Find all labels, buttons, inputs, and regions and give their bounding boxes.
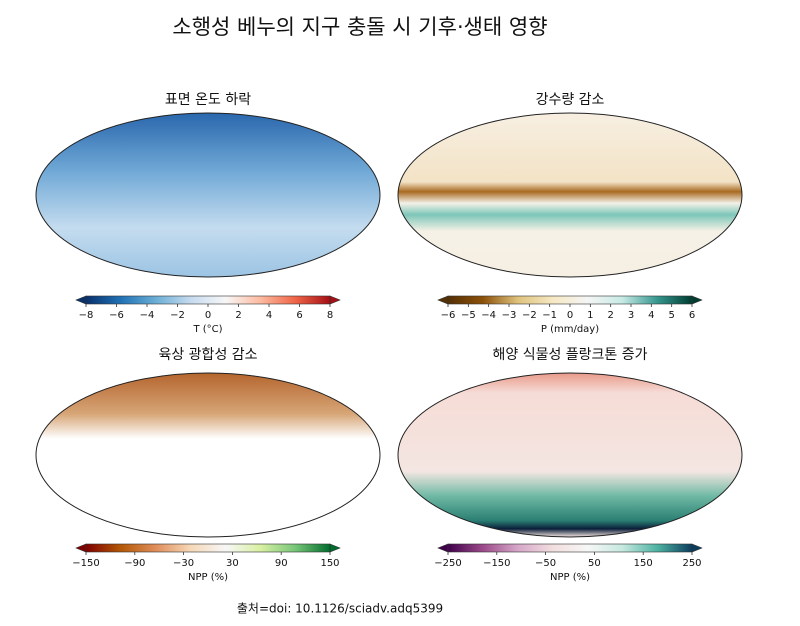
map — [397, 372, 743, 538]
colorbar-tick-label: 3 — [628, 310, 634, 321]
colorbar-tick-label: −5 — [461, 310, 476, 321]
panel-title: 육상 광합성 감소 — [158, 347, 257, 363]
colorbar-tick-label: 5 — [668, 310, 674, 321]
colorbar-tick-label: 2 — [235, 310, 241, 321]
colorbar-tick-label: 0 — [205, 310, 211, 321]
colorbar — [447, 295, 693, 305]
colorbar — [85, 295, 331, 305]
colorbar-tick-label: −6 — [441, 310, 456, 321]
colorbar-tick-label: −8 — [79, 310, 94, 321]
colorbar-extend — [691, 295, 703, 305]
colorbar-label: NPP (%) — [550, 572, 590, 583]
colorbar-tick-label: −50 — [535, 558, 556, 569]
map — [35, 112, 381, 278]
colorbar-tick-label: 2 — [607, 310, 613, 321]
panel-title: 표면 온도 하락 — [165, 92, 251, 108]
colorbar-tick-label: 150 — [634, 558, 653, 569]
colorbar-label: NPP (%) — [188, 572, 228, 583]
colorbar-tick-label: 30 — [226, 558, 239, 569]
colorbar-tick-label: 150 — [320, 558, 339, 569]
colorbar-tick-label: 90 — [275, 558, 288, 569]
colorbar-tick-label: 50 — [588, 558, 601, 569]
colorbar-tick-label: 250 — [682, 558, 701, 569]
colorbar-tick-label: 4 — [648, 310, 654, 321]
colorbar-tick-label: −2 — [170, 310, 185, 321]
colorbar-tick-label: −3 — [502, 310, 517, 321]
panel-title: 강수량 감소 — [536, 92, 605, 108]
colorbar — [447, 543, 693, 553]
colorbar-tick-label: −150 — [72, 558, 99, 569]
panel-title: 해양 식물성 플랑크톤 증가 — [492, 347, 647, 363]
colorbar-tick-label: 0 — [567, 310, 573, 321]
colorbar-tick-label: −4 — [481, 310, 496, 321]
colorbar-extend — [329, 295, 341, 305]
colorbar-extend — [437, 543, 449, 553]
colorbar-tick-label: 4 — [266, 310, 272, 321]
colorbar-extend — [75, 543, 87, 553]
colorbar-tick-label: 6 — [689, 310, 695, 321]
colorbar-tick-label: −2 — [522, 310, 537, 321]
colorbar-tick-label: 1 — [587, 310, 593, 321]
colorbar-tick-label: −1 — [542, 310, 557, 321]
colorbar-extend — [75, 295, 87, 305]
source: 출처=doi: 10.1126/sciadv.adq5399 — [237, 602, 443, 616]
colorbar-tick-label: −250 — [434, 558, 461, 569]
colorbar-extend — [437, 295, 449, 305]
colorbar-tick-label: −30 — [173, 558, 194, 569]
colorbar-tick-label: −90 — [124, 558, 145, 569]
colorbar-label: T (°C) — [192, 324, 222, 335]
colorbar-extend — [329, 543, 341, 553]
colorbar-tick-label: 6 — [296, 310, 302, 321]
colorbar-tick-label: −6 — [109, 310, 124, 321]
colorbar-extend — [691, 543, 703, 553]
map — [397, 112, 743, 278]
figure-title: 소행성 베누의 지구 충돌 시 기후·생태 영향 — [172, 15, 547, 39]
colorbar-tick-label: −4 — [140, 310, 155, 321]
colorbar-label: P (mm/day) — [541, 324, 599, 335]
colorbar — [85, 543, 331, 553]
colorbar-tick-label: 8 — [327, 310, 333, 321]
map — [35, 372, 381, 538]
colorbar-tick-label: −150 — [483, 558, 510, 569]
